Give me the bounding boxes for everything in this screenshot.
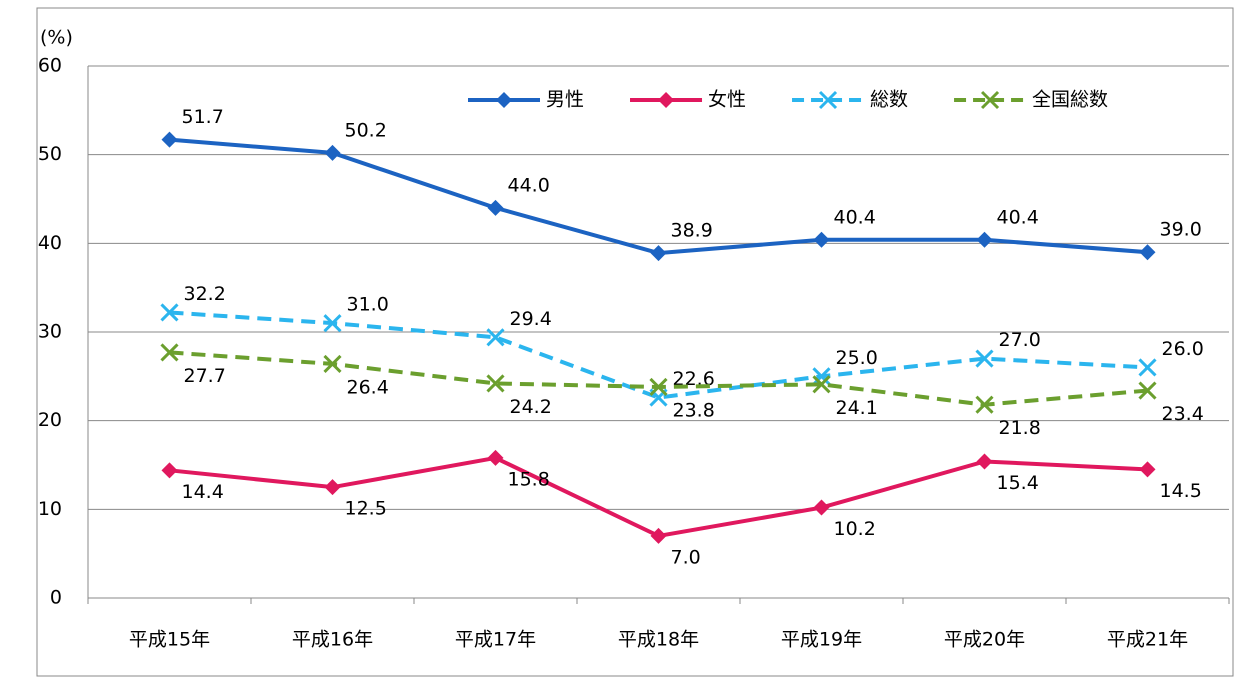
y-tick-label: 20 xyxy=(38,409,62,431)
data-label: 23.4 xyxy=(1162,403,1204,425)
data-point xyxy=(487,449,504,466)
data-label: 27.0 xyxy=(999,329,1041,351)
data-point xyxy=(486,374,505,393)
data-label: 15.4 xyxy=(997,472,1039,494)
y-axis-label: (%) xyxy=(40,27,73,49)
data-point xyxy=(323,314,342,333)
data-point xyxy=(160,303,179,322)
legend-marker xyxy=(818,90,838,110)
data-label: 31.0 xyxy=(347,294,389,316)
data-label: 26.0 xyxy=(1162,338,1204,360)
data-label: 15.8 xyxy=(508,468,550,490)
y-tick-label: 0 xyxy=(50,587,62,609)
data-label: 12.5 xyxy=(345,498,387,520)
x-tick-label: 平成20年 xyxy=(944,629,1025,651)
data-point xyxy=(650,527,667,544)
data-label: 10.2 xyxy=(834,518,876,540)
x-tick-label: 平成19年 xyxy=(781,629,862,651)
data-point xyxy=(813,499,830,516)
y-tick-label: 60 xyxy=(38,55,62,77)
data-label: 23.8 xyxy=(673,399,715,421)
data-label: 50.2 xyxy=(345,119,387,141)
data-label: 25.0 xyxy=(836,347,878,369)
legend-marker xyxy=(496,92,512,108)
data-label: 14.5 xyxy=(1160,480,1202,502)
x-tick-label: 平成16年 xyxy=(292,629,373,651)
x-tick-label: 平成18年 xyxy=(618,629,699,651)
x-tick-label: 平成17年 xyxy=(455,629,536,651)
data-point xyxy=(160,343,179,362)
y-tick-label: 30 xyxy=(38,321,62,343)
data-label: 24.2 xyxy=(510,396,552,418)
y-tick-label: 50 xyxy=(38,143,62,165)
data-point xyxy=(812,367,831,386)
legend-marker xyxy=(658,92,675,108)
data-point xyxy=(976,231,993,248)
data-label: 29.4 xyxy=(510,308,552,330)
data-point xyxy=(324,479,341,496)
data-point xyxy=(161,462,178,479)
data-point xyxy=(1139,244,1156,261)
data-point xyxy=(1138,358,1157,377)
data-label: 38.9 xyxy=(671,220,713,242)
data-label: 21.8 xyxy=(999,417,1041,439)
data-point xyxy=(975,349,994,368)
legend-label: 女性 xyxy=(708,89,746,111)
data-point xyxy=(487,199,504,216)
legend-label: 全国総数 xyxy=(1032,89,1108,111)
data-point xyxy=(813,231,830,248)
x-tick-label: 平成21年 xyxy=(1107,629,1188,651)
data-label: 51.7 xyxy=(182,106,224,128)
data-point xyxy=(812,375,831,394)
data-point xyxy=(486,328,505,347)
data-label: 14.4 xyxy=(182,481,224,503)
legend-marker xyxy=(980,90,1000,110)
data-label: 40.4 xyxy=(997,206,1039,228)
data-point xyxy=(323,354,342,373)
data-point xyxy=(649,377,668,397)
data-label: 32.2 xyxy=(184,283,226,305)
data-point xyxy=(976,453,993,470)
y-tick-label: 10 xyxy=(38,498,62,520)
data-point xyxy=(161,131,178,148)
x-tick-label: 平成15年 xyxy=(129,629,210,651)
data-label: 40.4 xyxy=(834,206,876,228)
data-label: 39.0 xyxy=(1160,219,1202,241)
data-label: 44.0 xyxy=(508,174,550,196)
y-tick-label: 40 xyxy=(38,232,62,254)
data-point xyxy=(1139,461,1156,478)
data-point xyxy=(324,144,341,161)
legend-label: 総数 xyxy=(870,89,908,111)
data-point xyxy=(975,395,994,414)
data-label: 26.4 xyxy=(347,376,389,398)
data-label: 27.7 xyxy=(184,365,226,387)
legend-label: 男性 xyxy=(546,89,584,111)
data-point xyxy=(1138,381,1157,400)
data-label: 24.1 xyxy=(836,397,878,419)
data-point xyxy=(650,245,667,262)
data-label: 7.0 xyxy=(671,546,701,568)
chart-frame xyxy=(36,7,1234,677)
